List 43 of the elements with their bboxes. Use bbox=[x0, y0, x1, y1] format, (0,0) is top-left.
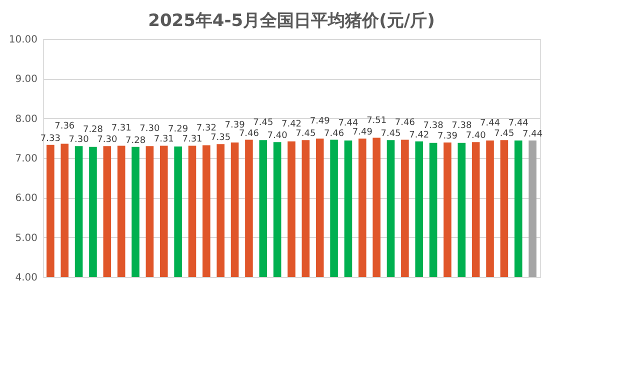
data-label: 7.28 bbox=[126, 136, 146, 146]
data-label: 7.31 bbox=[111, 124, 132, 134]
data-label: 7.36 bbox=[54, 122, 75, 132]
data-label: 7.49 bbox=[352, 128, 373, 138]
data-label: 7.31 bbox=[154, 134, 174, 145]
data-label: 7.46 bbox=[238, 128, 260, 139]
data-label: 7.44 bbox=[480, 118, 500, 129]
data-label: 7.39 bbox=[437, 132, 458, 142]
data-label: 7.44 bbox=[508, 118, 529, 129]
data-label: 7.35 bbox=[210, 133, 231, 144]
data-label: 7.32 bbox=[196, 123, 216, 134]
y-tick-label: 5.00 bbox=[15, 232, 38, 244]
data-label: 7.49 bbox=[310, 116, 330, 127]
data-label: 7.51 bbox=[366, 116, 387, 126]
data-label: 7.38 bbox=[452, 120, 472, 131]
data-label: 7.45 bbox=[253, 118, 274, 128]
data-label: 7.44 bbox=[522, 130, 543, 140]
y-tick-label: 8.00 bbox=[15, 114, 38, 125]
data-label: 7.29 bbox=[168, 124, 188, 134]
data-label: 7.31 bbox=[182, 134, 202, 145]
data-label: 7.46 bbox=[394, 118, 416, 128]
data-label: 7.45 bbox=[380, 129, 401, 140]
y-tick-label: 9.00 bbox=[15, 74, 38, 86]
data-label: 7.45 bbox=[296, 129, 316, 140]
data-label: 7.46 bbox=[324, 128, 344, 139]
data-label: 7.28 bbox=[82, 124, 104, 135]
y-tick-label: 6.00 bbox=[15, 193, 38, 204]
data-label: 7.44 bbox=[338, 118, 359, 129]
data-label: 7.38 bbox=[423, 120, 444, 131]
data-label: 7.40 bbox=[466, 131, 486, 142]
data-label: 7.42 bbox=[409, 130, 430, 140]
y-tick-label: 10.00 bbox=[8, 34, 38, 46]
data-label: 7.30 bbox=[68, 135, 90, 146]
chart-title: 2025年4-5月全国日平均猪价(元/斤) bbox=[148, 11, 435, 31]
data-label: 7.45 bbox=[494, 129, 514, 140]
data-label: 7.33 bbox=[40, 134, 60, 144]
data-label: 7.40 bbox=[267, 131, 288, 142]
data-label: 7.30 bbox=[140, 124, 160, 134]
data-label: 7.39 bbox=[224, 120, 246, 131]
data-label: 7.42 bbox=[281, 119, 302, 130]
y-tick-label: 4.00 bbox=[15, 272, 38, 284]
y-tick-label: 7.00 bbox=[15, 154, 38, 164]
data-label: 7.30 bbox=[97, 135, 118, 146]
